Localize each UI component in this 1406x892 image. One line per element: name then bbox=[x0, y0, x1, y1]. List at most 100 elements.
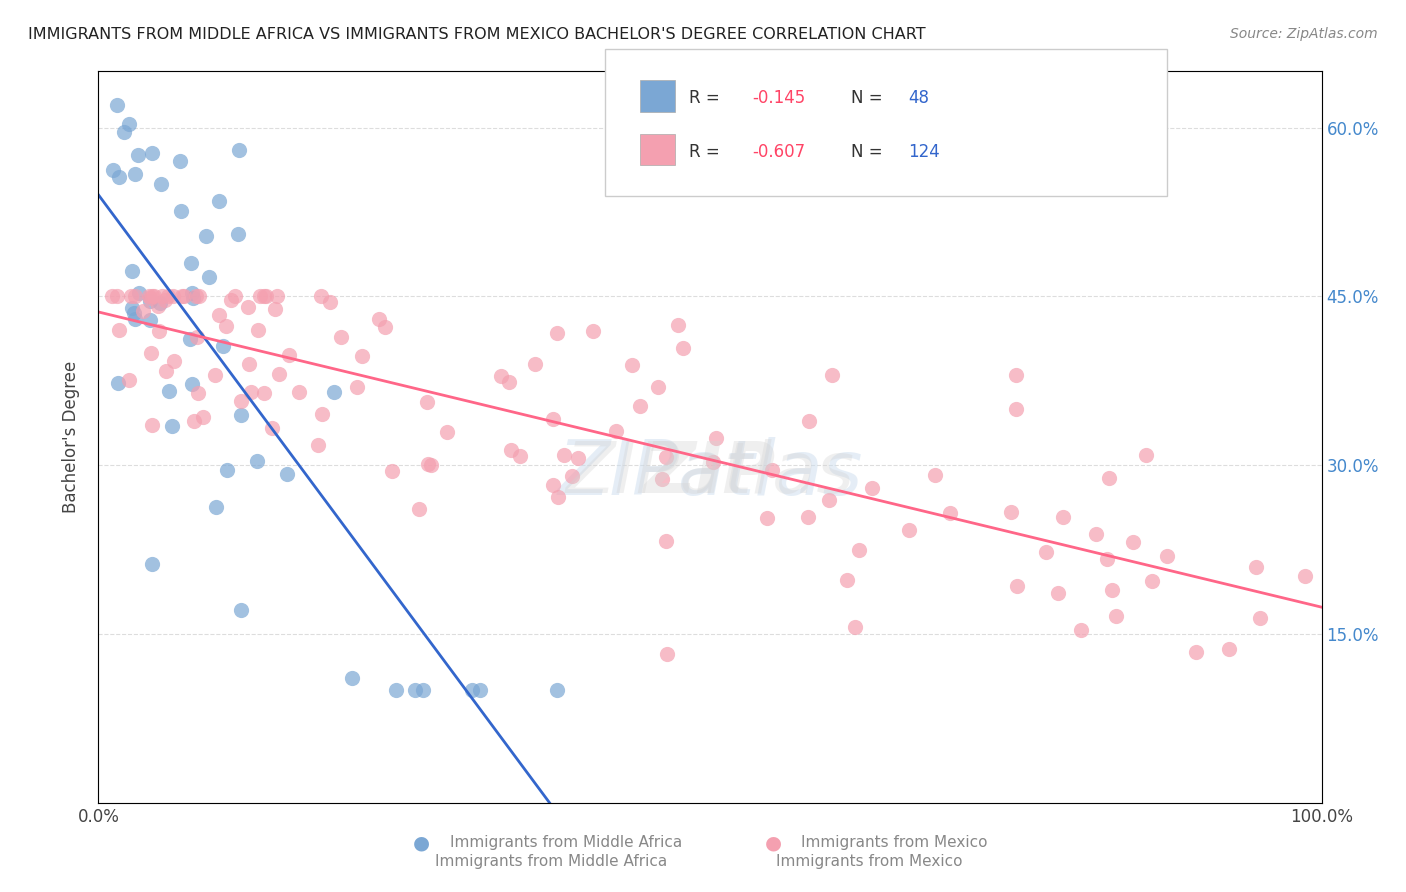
Point bbox=[523, 357, 546, 371]
Text: Immigrants from Mexico: Immigrants from Mexico bbox=[801, 836, 988, 850]
Text: N =: N = bbox=[851, 143, 887, 161]
Point bbox=[229, 394, 252, 409]
Point bbox=[1101, 583, 1123, 598]
Point bbox=[346, 380, 368, 394]
Point bbox=[547, 490, 569, 504]
Point bbox=[131, 304, 153, 318]
Point bbox=[186, 329, 208, 343]
Point bbox=[501, 443, 523, 458]
Point bbox=[150, 289, 173, 303]
Text: ●: ● bbox=[413, 833, 430, 853]
Text: Source: ZipAtlas.com: Source: ZipAtlas.com bbox=[1230, 27, 1378, 41]
Point bbox=[546, 326, 568, 341]
Point bbox=[1007, 579, 1029, 593]
Point bbox=[1098, 471, 1121, 485]
Point bbox=[1052, 510, 1074, 524]
Point bbox=[118, 117, 141, 131]
Y-axis label: Bachelor's Degree: Bachelor's Degree bbox=[62, 361, 80, 513]
Point bbox=[509, 449, 531, 463]
Point bbox=[416, 394, 439, 409]
Point bbox=[141, 289, 163, 303]
Point bbox=[498, 375, 520, 389]
Point bbox=[148, 299, 170, 313]
Point bbox=[1004, 368, 1026, 383]
Point bbox=[239, 384, 262, 399]
Point bbox=[489, 368, 512, 383]
Point bbox=[1105, 608, 1128, 623]
Point bbox=[127, 148, 149, 162]
Point bbox=[1070, 623, 1092, 637]
Point bbox=[150, 177, 173, 191]
Text: Immigrants from Mexico: Immigrants from Mexico bbox=[776, 854, 962, 869]
Point bbox=[172, 289, 194, 303]
Point bbox=[219, 293, 242, 307]
Point bbox=[1135, 448, 1157, 462]
Point bbox=[238, 300, 260, 314]
Point bbox=[188, 289, 211, 303]
Point bbox=[238, 357, 260, 371]
Point bbox=[797, 509, 820, 524]
Point bbox=[821, 368, 844, 383]
Point bbox=[322, 385, 344, 400]
Point bbox=[651, 472, 673, 486]
Point bbox=[381, 464, 404, 478]
Point bbox=[704, 431, 727, 445]
Point bbox=[141, 146, 163, 161]
Point bbox=[157, 384, 180, 398]
Point bbox=[605, 424, 627, 438]
Point bbox=[124, 289, 146, 303]
Point bbox=[761, 463, 783, 477]
Point bbox=[139, 294, 162, 309]
Point bbox=[179, 332, 201, 346]
Point bbox=[582, 325, 605, 339]
Text: Immigrants from Middle Africa: Immigrants from Middle Africa bbox=[434, 854, 666, 869]
Point bbox=[628, 399, 651, 413]
Point bbox=[848, 542, 870, 557]
Point bbox=[404, 683, 426, 698]
Point bbox=[142, 289, 165, 303]
Point bbox=[818, 492, 841, 507]
Point bbox=[672, 342, 695, 356]
Point bbox=[208, 308, 231, 322]
Point bbox=[541, 411, 564, 425]
Point bbox=[408, 502, 430, 516]
Point bbox=[246, 454, 269, 468]
Point bbox=[657, 647, 679, 661]
Point bbox=[198, 270, 221, 285]
Point bbox=[620, 358, 643, 372]
Point bbox=[1244, 560, 1267, 574]
Point bbox=[181, 286, 204, 301]
Point bbox=[1046, 586, 1069, 600]
Text: Immigrants from Middle Africa: Immigrants from Middle Africa bbox=[450, 836, 682, 850]
Point bbox=[138, 291, 160, 305]
Point bbox=[553, 448, 575, 462]
Point bbox=[247, 322, 270, 336]
Text: ●: ● bbox=[765, 833, 782, 853]
Point bbox=[269, 368, 291, 382]
Point bbox=[108, 323, 131, 337]
Point bbox=[329, 330, 352, 344]
Point bbox=[149, 296, 172, 310]
Point bbox=[224, 289, 246, 303]
Text: -0.607: -0.607 bbox=[752, 143, 806, 161]
Point bbox=[898, 523, 921, 537]
Point bbox=[702, 455, 724, 469]
Point bbox=[367, 312, 389, 326]
Point bbox=[307, 437, 329, 451]
Point bbox=[1004, 401, 1026, 416]
Point bbox=[837, 573, 859, 587]
Text: IMMIGRANTS FROM MIDDLE AFRICA VS IMMIGRANTS FROM MEXICO BACHELOR'S DEGREE CORREL: IMMIGRANTS FROM MIDDLE AFRICA VS IMMIGRA… bbox=[28, 27, 925, 42]
Point bbox=[170, 204, 193, 219]
Text: -0.145: -0.145 bbox=[752, 89, 806, 107]
Point bbox=[278, 348, 301, 362]
Point bbox=[311, 407, 333, 421]
Point bbox=[162, 289, 184, 303]
Text: ZIP: ZIP bbox=[644, 439, 776, 508]
Point bbox=[262, 421, 284, 435]
Point bbox=[1085, 527, 1108, 541]
Point bbox=[1122, 535, 1144, 549]
Point bbox=[939, 506, 962, 520]
Point bbox=[416, 458, 439, 472]
Point bbox=[112, 125, 135, 139]
Point bbox=[120, 289, 142, 303]
